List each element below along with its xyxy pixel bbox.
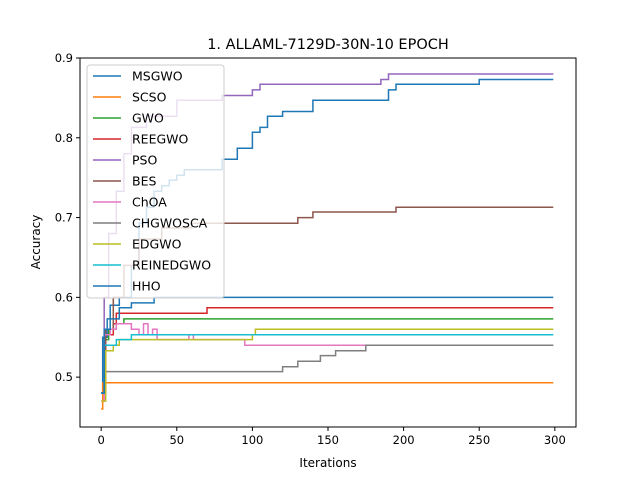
legend-label: HHO <box>132 279 161 294</box>
chart-title: 1. ALLAML-7129D-30N-10 EPOCH <box>207 37 449 53</box>
x-tick-label: 0 <box>98 433 105 447</box>
x-axis: 0 50 100 150 200 250 300 <box>98 427 566 447</box>
x-axis-label: Iterations <box>299 456 356 470</box>
y-tick-label: 0.7 <box>55 211 73 225</box>
x-tick-label: 250 <box>468 433 490 447</box>
legend-label: SCSO <box>132 90 167 105</box>
x-tick-label: 300 <box>544 433 566 447</box>
series-line-scso <box>101 381 554 410</box>
legend-label: PSO <box>132 153 157 168</box>
y-tick-label: 0.5 <box>55 370 73 384</box>
legend-label: REEGWO <box>132 132 189 147</box>
x-tick-label: 100 <box>241 433 263 447</box>
legend-label: MSGWO <box>132 69 183 84</box>
series-line-edgwo <box>101 328 554 402</box>
y-axis: 0.5 0.6 0.7 0.8 0.9 <box>55 51 80 384</box>
legend-label: GWO <box>132 111 164 126</box>
legend: MSGWO SCSO GWO REEGWO PSO BES ChOA CHGWOSCA EDGW… <box>86 64 225 299</box>
y-tick-label: 0.6 <box>55 290 73 304</box>
legend-box <box>86 64 225 299</box>
x-tick-label: 200 <box>393 433 415 447</box>
legend-label: CHGWOSCA <box>132 216 208 231</box>
y-axis-label: Accuracy <box>29 215 43 270</box>
y-tick-label: 0.8 <box>55 131 73 145</box>
legend-label: REINEDGWO <box>132 258 211 273</box>
series-layer <box>101 73 554 410</box>
series-line-chgwosca <box>101 344 554 394</box>
legend-label: BES <box>132 174 156 189</box>
x-tick-label: 50 <box>169 433 184 447</box>
x-tick-label: 150 <box>317 433 339 447</box>
legend-label: EDGWO <box>132 237 182 252</box>
legend-label: ChOA <box>132 195 167 210</box>
y-tick-label: 0.9 <box>55 51 73 65</box>
series-line-hho <box>101 296 554 394</box>
